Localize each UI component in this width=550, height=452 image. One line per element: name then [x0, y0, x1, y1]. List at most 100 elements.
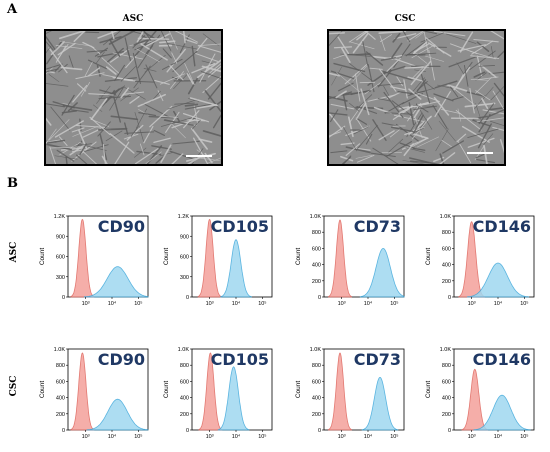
y-tick-label: 200 — [312, 279, 321, 285]
x-tick-label: 10³ — [82, 434, 90, 440]
y-tick-label: 800 — [442, 363, 451, 369]
y-tick-label: 1.0K — [54, 347, 66, 353]
x-tick-label: 10⁴ — [108, 433, 117, 440]
y-tick-label: 200 — [442, 279, 451, 285]
histogram-asc-cd105: 0 300 600 900 1.2K 10³ 10⁴ 10⁵ Count CD105 — [152, 200, 276, 318]
x-tick-label: 10⁴ — [364, 433, 373, 440]
y-tick-label: 600 — [56, 379, 65, 385]
y-tick-label: 600 — [312, 246, 321, 252]
marker-histogram — [466, 262, 530, 298]
histogram-csc-cd105: 0 200 400 600 800 1.0K 10³ 10⁴ 10⁵ Count CD105 — [152, 333, 276, 451]
control-histogram — [328, 219, 352, 298]
row-label-csc: CSC — [9, 375, 19, 397]
y-axis-title: Count — [39, 248, 46, 266]
y-tick-label: 1.0K — [440, 347, 452, 353]
y-tick-label: 1.0K — [440, 214, 452, 220]
x-tick-label: 10³ — [338, 301, 346, 307]
micrograph-asc — [44, 29, 223, 166]
y-tick-label: 200 — [442, 412, 451, 418]
marker-label: CD146 — [473, 217, 531, 236]
x-tick-label: 10⁴ — [364, 300, 373, 307]
y-tick-label: 800 — [312, 363, 321, 369]
control-histogram — [198, 352, 223, 431]
y-tick-label: 0 — [62, 428, 65, 434]
y-tick-label: 600 — [180, 255, 189, 261]
y-axis-title: Count — [295, 381, 302, 399]
marker-histogram — [83, 266, 149, 298]
x-tick-label: 10⁴ — [494, 433, 503, 440]
y-tick-label: 1.2K — [54, 214, 66, 220]
y-tick-label: 400 — [312, 396, 321, 402]
x-tick-label: 10⁵ — [390, 433, 398, 440]
y-tick-label: 400 — [56, 396, 65, 402]
y-tick-label: 200 — [312, 412, 321, 418]
y-axis-title: Count — [39, 381, 46, 399]
x-tick-label: 10⁴ — [108, 300, 117, 307]
marker-label: CD146 — [473, 350, 531, 369]
y-tick-label: 800 — [442, 230, 451, 236]
y-tick-label: 200 — [180, 412, 189, 418]
y-tick-label: 300 — [180, 275, 189, 281]
x-tick-label: 10³ — [206, 301, 214, 307]
marker-histogram — [361, 376, 399, 431]
marker-label: CD73 — [354, 350, 401, 369]
histogram-csc-cd73: 0 200 400 600 800 1.0K 10³ 10⁴ 10⁵ Count CD73 — [284, 333, 408, 451]
x-tick-label: 10³ — [468, 434, 476, 440]
y-tick-label: 900 — [180, 234, 189, 240]
marker-label: CD105 — [211, 217, 269, 236]
y-tick-label: 600 — [56, 255, 65, 261]
row-label-asc: ASC — [9, 241, 19, 263]
y-tick-label: 0 — [62, 295, 65, 301]
y-tick-label: 0 — [318, 295, 321, 301]
micrograph-label-csc: CSC — [394, 14, 416, 24]
x-tick-label: 10⁵ — [390, 300, 398, 307]
y-axis-title: Count — [425, 248, 432, 266]
y-tick-label: 1.0K — [310, 347, 322, 353]
x-tick-label: 10³ — [338, 434, 346, 440]
panel-b-letter: B — [7, 176, 18, 191]
x-tick-label: 10⁴ — [494, 300, 503, 307]
y-axis-title: Count — [163, 381, 170, 399]
y-tick-label: 800 — [312, 230, 321, 236]
y-tick-label: 400 — [442, 263, 451, 269]
y-axis-title: Count — [163, 248, 170, 266]
x-tick-label: 10⁵ — [520, 300, 528, 307]
x-tick-label: 10⁴ — [232, 433, 241, 440]
y-tick-label: 800 — [56, 363, 65, 369]
marker-histogram — [220, 239, 252, 298]
control-histogram — [328, 352, 352, 431]
histogram-asc-cd146: 0 200 400 600 800 1.0K 10³ 10⁴ 10⁵ Count CD146 — [414, 200, 538, 318]
y-tick-label: 0 — [448, 295, 451, 301]
y-tick-label: 0 — [186, 295, 189, 301]
x-tick-label: 10⁵ — [520, 433, 528, 440]
control-histogram — [70, 352, 95, 431]
marker-label: CD73 — [354, 217, 401, 236]
y-tick-label: 900 — [56, 234, 65, 240]
y-tick-label: 0 — [318, 428, 321, 434]
marker-histogram — [217, 366, 250, 431]
x-tick-label: 10⁵ — [134, 300, 142, 307]
control-histogram — [197, 218, 222, 298]
marker-histogram — [359, 247, 405, 298]
control-histogram — [70, 218, 95, 298]
histogram-csc-cd146: 0 200 400 600 800 1.0K 10³ 10⁴ 10⁵ Count CD146 — [414, 333, 538, 451]
y-axis-title: Count — [425, 381, 432, 399]
x-tick-label: 10³ — [468, 301, 476, 307]
y-tick-label: 600 — [442, 246, 451, 252]
micrograph-label-asc: ASC — [122, 14, 144, 24]
y-tick-label: 1.0K — [310, 214, 322, 220]
marker-label: CD90 — [98, 350, 145, 369]
x-tick-label: 10⁴ — [232, 300, 241, 307]
x-tick-label: 10⁵ — [258, 433, 266, 440]
micrograph-csc — [327, 29, 506, 166]
scale-bar — [467, 152, 493, 154]
y-tick-label: 400 — [442, 396, 451, 402]
x-tick-label: 10³ — [206, 434, 214, 440]
histogram-asc-cd73: 0 200 400 600 800 1.0K 10³ 10⁴ 10⁵ Count CD73 — [284, 200, 408, 318]
panel-a-letter: A — [7, 2, 18, 17]
x-tick-label: 10³ — [82, 301, 90, 307]
marker-histogram — [473, 394, 531, 431]
y-tick-label: 0 — [186, 428, 189, 434]
histogram-csc-cd90: 0 200 400 600 800 1.0K 10³ 10⁴ 10⁵ Count CD90 — [28, 333, 152, 451]
marker-histogram — [86, 398, 149, 431]
